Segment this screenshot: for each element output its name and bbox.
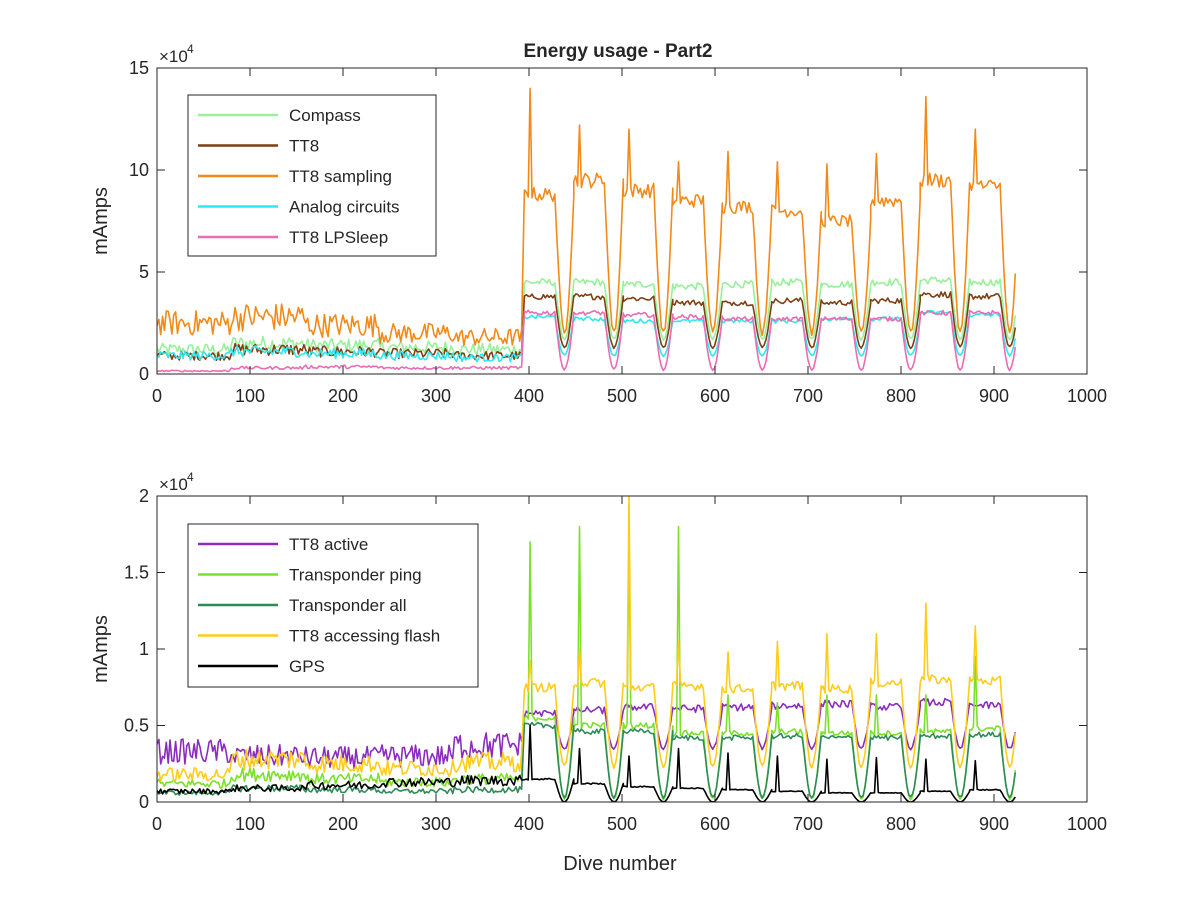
legend-label: Transponder ping <box>289 566 422 585</box>
figure-title: Energy usage - Part2 <box>523 41 712 62</box>
series-line-tt8 <box>157 291 1017 361</box>
x-tick-label: 600 <box>700 814 730 834</box>
y-tick-label: 1.5 <box>124 563 149 583</box>
bottom-axes: 0 100 200 300 400 500 600 700 800 900 1000 0 0.5 1 1.5… <box>90 470 1107 834</box>
series-line-gps <box>157 724 1016 802</box>
x-tick-label: 700 <box>793 386 823 406</box>
legend-label: Transponder all <box>289 596 407 615</box>
x-tick-label: 700 <box>793 814 823 834</box>
y-exponent-label: ×10 <box>159 475 188 494</box>
x-tick-label: 0 <box>152 814 162 834</box>
y-tick-label: 2 <box>139 486 149 506</box>
y-axis-label: mAmps <box>90 615 112 683</box>
top-axes: 0 100 200 300 400 500 600 700 800 900 1000 0 5 10 15 ×1… <box>90 42 1107 406</box>
y-exponent-power: 4 <box>187 42 194 56</box>
series-line-tt8-sampling <box>157 87 1017 347</box>
series-line-tt8-lpsleep <box>157 309 1017 373</box>
x-tick-label: 200 <box>328 814 358 834</box>
x-tick-label: 900 <box>979 386 1009 406</box>
series-lines <box>157 496 1017 802</box>
legend: TT8 active Transponder ping Transponder al… <box>187 523 479 688</box>
x-tick-label: 900 <box>979 814 1009 834</box>
x-tick-label: 800 <box>886 814 916 834</box>
x-tick-label: 200 <box>328 386 358 406</box>
y-axis-label: mAmps <box>90 187 112 255</box>
y-tick-label: 0 <box>139 364 149 384</box>
x-tick-label: 300 <box>421 814 451 834</box>
series-line-compass <box>157 276 1017 357</box>
legend-label: GPS <box>289 657 325 676</box>
x-tick-label: 600 <box>700 386 730 406</box>
x-tick-label: 300 <box>421 386 451 406</box>
x-tick-label: 800 <box>886 386 916 406</box>
legend: Compass TT8 TT8 sampling Analog circuits TT8… <box>187 94 437 257</box>
x-axis-label: Dive number <box>563 853 677 875</box>
y-tick-label: 0.5 <box>124 716 149 736</box>
y-exponent-power: 4 <box>187 470 194 484</box>
y-tick-label: 1 <box>139 639 149 659</box>
x-tick-label: 1000 <box>1067 386 1107 406</box>
y-tick-label: 0 <box>139 792 149 812</box>
legend-label: TT8 <box>289 137 319 156</box>
x-tick-label: 500 <box>607 814 637 834</box>
legend-label: TT8 accessing flash <box>289 627 440 646</box>
y-exponent-label: ×10 <box>159 47 188 66</box>
series-line-transponder-all <box>157 721 1017 800</box>
y-tick-label: 15 <box>129 58 149 78</box>
series-line-tt8-active <box>157 697 1017 770</box>
x-tick-label: 100 <box>235 386 265 406</box>
y-tick-label: 10 <box>129 160 149 180</box>
x-tick-label: 500 <box>607 386 637 406</box>
x-tick-label: 400 <box>514 814 544 834</box>
series-line-tt8-accessing-flash <box>157 496 1017 782</box>
x-tick-label: 0 <box>152 386 162 406</box>
series-lines <box>157 87 1017 373</box>
series-line-transponder-ping <box>157 525 1017 801</box>
x-tick-label: 400 <box>514 386 544 406</box>
legend-label: Analog circuits <box>289 198 400 217</box>
x-tick-label: 100 <box>235 814 265 834</box>
legend-label: TT8 active <box>289 535 368 554</box>
legend-label: TT8 LPSleep <box>289 228 388 247</box>
x-tick-label: 1000 <box>1067 814 1107 834</box>
legend-label: TT8 sampling <box>289 167 392 186</box>
legend-label: Compass <box>289 106 361 125</box>
y-tick-label: 5 <box>139 262 149 282</box>
